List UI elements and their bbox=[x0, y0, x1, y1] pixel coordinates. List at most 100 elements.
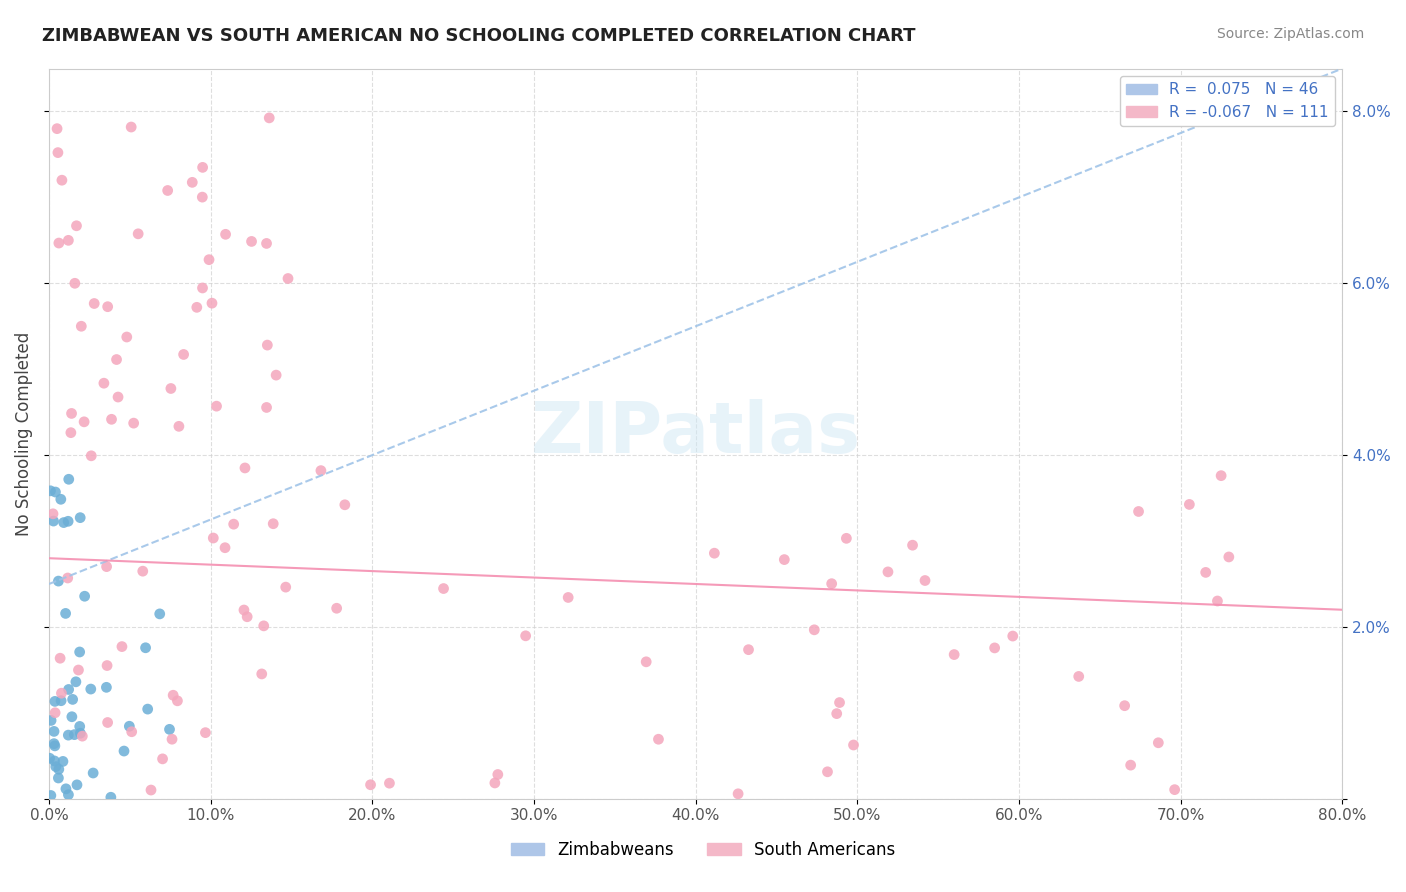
Point bbox=[56, 514, 79, 528]
Point bbox=[58, 728, 80, 742]
Point bbox=[42, 514, 65, 528]
Point bbox=[62, 692, 84, 706]
Point bbox=[198, 252, 221, 267]
Point bbox=[69, 726, 91, 740]
Point bbox=[45, 759, 67, 773]
Point bbox=[58, 233, 80, 247]
Point bbox=[58, 682, 80, 697]
Point bbox=[100, 412, 122, 426]
Point bbox=[214, 227, 236, 242]
Point bbox=[48, 574, 70, 588]
Point bbox=[914, 574, 936, 588]
Point bbox=[83, 296, 105, 310]
Point bbox=[1218, 549, 1240, 564]
Point bbox=[46, 145, 69, 160]
Point bbox=[42, 737, 65, 751]
Point bbox=[66, 778, 89, 792]
Point bbox=[167, 419, 190, 434]
Point bbox=[821, 576, 844, 591]
Point bbox=[233, 461, 256, 475]
Point bbox=[39, 789, 62, 803]
Y-axis label: No Schooling Completed: No Schooling Completed bbox=[15, 332, 32, 536]
Point bbox=[52, 516, 75, 530]
Point bbox=[121, 724, 143, 739]
Point bbox=[55, 607, 77, 621]
Point bbox=[65, 219, 87, 233]
Point bbox=[253, 619, 276, 633]
Point bbox=[703, 546, 725, 560]
Point bbox=[44, 485, 66, 500]
Point bbox=[132, 564, 155, 578]
Point bbox=[835, 532, 858, 546]
Point bbox=[378, 776, 401, 790]
Point bbox=[107, 390, 129, 404]
Point bbox=[201, 296, 224, 310]
Point bbox=[825, 706, 848, 721]
Point bbox=[636, 655, 658, 669]
Point bbox=[515, 629, 537, 643]
Point bbox=[186, 301, 208, 315]
Point bbox=[69, 719, 91, 733]
Point bbox=[647, 732, 669, 747]
Text: ZIMBABWEAN VS SOUTH AMERICAN NO SCHOOLING COMPLETED CORRELATION CHART: ZIMBABWEAN VS SOUTH AMERICAN NO SCHOOLIN… bbox=[42, 27, 915, 45]
Point bbox=[59, 425, 82, 440]
Point bbox=[236, 609, 259, 624]
Point bbox=[96, 681, 118, 695]
Point bbox=[135, 640, 157, 655]
Point bbox=[309, 464, 332, 478]
Point bbox=[97, 300, 120, 314]
Point bbox=[44, 754, 66, 768]
Point bbox=[256, 401, 278, 415]
Point bbox=[1195, 566, 1218, 580]
Point bbox=[1119, 758, 1142, 772]
Point bbox=[486, 767, 509, 781]
Point bbox=[72, 729, 94, 743]
Point bbox=[73, 589, 96, 603]
Point bbox=[42, 507, 65, 521]
Point bbox=[1163, 782, 1185, 797]
Point bbox=[1206, 594, 1229, 608]
Point bbox=[48, 771, 70, 785]
Point bbox=[49, 651, 72, 665]
Point bbox=[63, 277, 86, 291]
Point bbox=[80, 681, 103, 696]
Point bbox=[222, 517, 245, 532]
Point bbox=[256, 338, 278, 352]
Point bbox=[156, 184, 179, 198]
Point bbox=[44, 739, 66, 753]
Point bbox=[191, 190, 214, 204]
Point bbox=[122, 416, 145, 430]
Point bbox=[111, 640, 134, 654]
Point bbox=[96, 559, 118, 574]
Point bbox=[63, 728, 86, 742]
Point bbox=[48, 762, 70, 776]
Point bbox=[100, 790, 122, 805]
Point bbox=[93, 376, 115, 391]
Point bbox=[70, 319, 93, 334]
Point bbox=[943, 648, 966, 662]
Point bbox=[120, 120, 142, 134]
Point bbox=[257, 111, 280, 125]
Point bbox=[67, 663, 90, 677]
Point bbox=[118, 719, 141, 733]
Point bbox=[162, 688, 184, 702]
Point bbox=[737, 642, 759, 657]
Point bbox=[52, 755, 75, 769]
Point bbox=[205, 399, 228, 413]
Point bbox=[233, 603, 256, 617]
Point bbox=[39, 483, 62, 498]
Point bbox=[333, 498, 356, 512]
Point bbox=[214, 541, 236, 555]
Point bbox=[44, 706, 66, 720]
Point bbox=[112, 744, 135, 758]
Point bbox=[901, 538, 924, 552]
Point bbox=[105, 352, 128, 367]
Point bbox=[191, 281, 214, 295]
Point bbox=[557, 591, 579, 605]
Point bbox=[432, 582, 454, 596]
Point bbox=[80, 449, 103, 463]
Text: Source: ZipAtlas.com: Source: ZipAtlas.com bbox=[1216, 27, 1364, 41]
Point bbox=[38, 751, 60, 765]
Point bbox=[803, 623, 825, 637]
Point bbox=[51, 686, 73, 700]
